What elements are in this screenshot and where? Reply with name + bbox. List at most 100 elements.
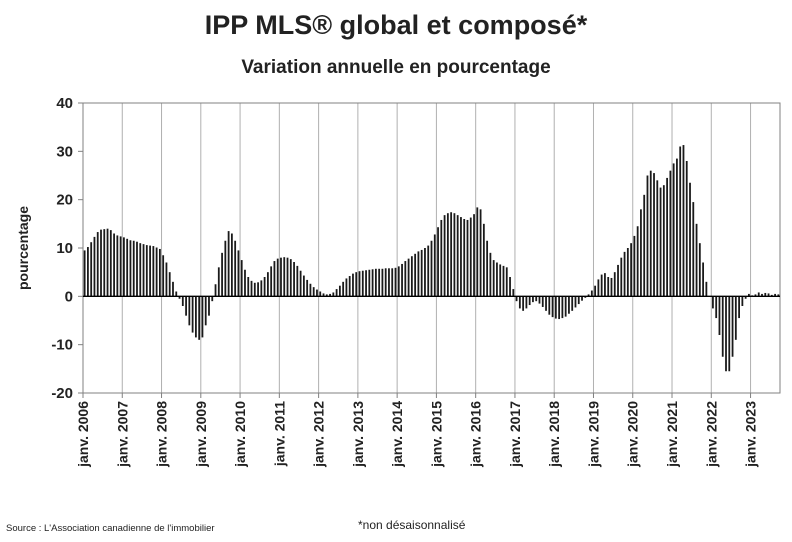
bar (551, 296, 554, 318)
chart-title: IPP MLS® global et composé* (204, 10, 588, 40)
bar (319, 291, 322, 297)
bar (672, 163, 675, 297)
bar (381, 268, 384, 297)
bar (486, 240, 489, 297)
bar (535, 296, 538, 302)
y-tick-label: 10 (56, 240, 73, 257)
bar (119, 236, 122, 297)
bar (469, 217, 472, 297)
x-tick-label: janv. 2015 (428, 401, 444, 468)
bar (296, 265, 299, 297)
bar (489, 252, 492, 297)
bar (247, 277, 250, 297)
bar (607, 277, 610, 297)
bar (244, 269, 246, 297)
bar (460, 217, 462, 297)
bar (774, 293, 776, 297)
x-tick-label: janv. 2022 (703, 401, 719, 468)
bar (113, 233, 115, 297)
bar (698, 243, 701, 297)
bar (168, 272, 171, 297)
bar (767, 293, 770, 297)
bar (162, 255, 165, 297)
bar (286, 257, 289, 297)
bar (234, 240, 237, 297)
bar (410, 256, 413, 297)
bar (221, 252, 223, 297)
bar (754, 294, 757, 297)
bar (676, 158, 678, 297)
bar (374, 268, 377, 297)
x-tick-label: janv. 2012 (311, 401, 327, 468)
bar (103, 229, 106, 297)
bar (175, 291, 178, 297)
bar (90, 242, 93, 297)
bar (316, 289, 318, 297)
bar (368, 269, 371, 297)
bar (617, 264, 619, 297)
bar (456, 215, 459, 297)
bar (538, 296, 541, 304)
bar (512, 289, 515, 297)
bar (587, 294, 590, 297)
bar (659, 187, 662, 297)
x-tick-label: janv. 2008 (154, 401, 170, 468)
bar (643, 194, 646, 297)
bar (532, 296, 534, 303)
x-tick-label: janv. 2016 (468, 401, 484, 468)
bar (152, 246, 155, 297)
bar (132, 240, 135, 297)
x-tick-label: janv. 2018 (546, 401, 562, 468)
bar (577, 296, 580, 305)
bar (391, 268, 394, 297)
bar (129, 240, 132, 297)
bar (198, 296, 201, 340)
bar (352, 273, 354, 297)
bar (293, 262, 295, 297)
bar (230, 233, 233, 297)
x-tick-label: janv. 2011 (271, 401, 287, 467)
bar (424, 248, 426, 297)
bar (378, 268, 381, 297)
bar (682, 145, 685, 297)
bar (761, 293, 763, 297)
bar (496, 262, 498, 297)
bar (322, 293, 325, 297)
bar (273, 261, 276, 297)
bar (548, 296, 551, 315)
bar (610, 277, 613, 297)
bar (299, 270, 302, 297)
bar (211, 296, 214, 302)
bar (646, 175, 649, 297)
bar (636, 226, 639, 297)
bar (126, 238, 129, 297)
bar (685, 161, 688, 297)
bar (541, 296, 544, 307)
bar (633, 235, 636, 297)
bar (437, 227, 439, 297)
bar (669, 170, 672, 297)
bar (142, 244, 145, 297)
x-tick-label: janv. 2017 (507, 401, 523, 468)
bar (476, 207, 479, 297)
bar (433, 234, 436, 297)
bar (499, 264, 502, 297)
bar (561, 296, 564, 319)
bar (417, 251, 420, 297)
bar (116, 235, 119, 297)
bar (731, 296, 734, 357)
bar (492, 260, 495, 297)
bar (240, 260, 243, 297)
bar (581, 296, 583, 301)
bar (325, 294, 328, 297)
bar (227, 231, 230, 297)
bar (214, 284, 217, 297)
bar (466, 219, 469, 297)
bar (280, 257, 282, 297)
bar (554, 296, 557, 319)
footnote: *non désaisonnalisé (358, 518, 466, 532)
x-tick-label: janv. 2007 (114, 401, 130, 468)
bar (172, 281, 174, 297)
bar (518, 296, 521, 309)
